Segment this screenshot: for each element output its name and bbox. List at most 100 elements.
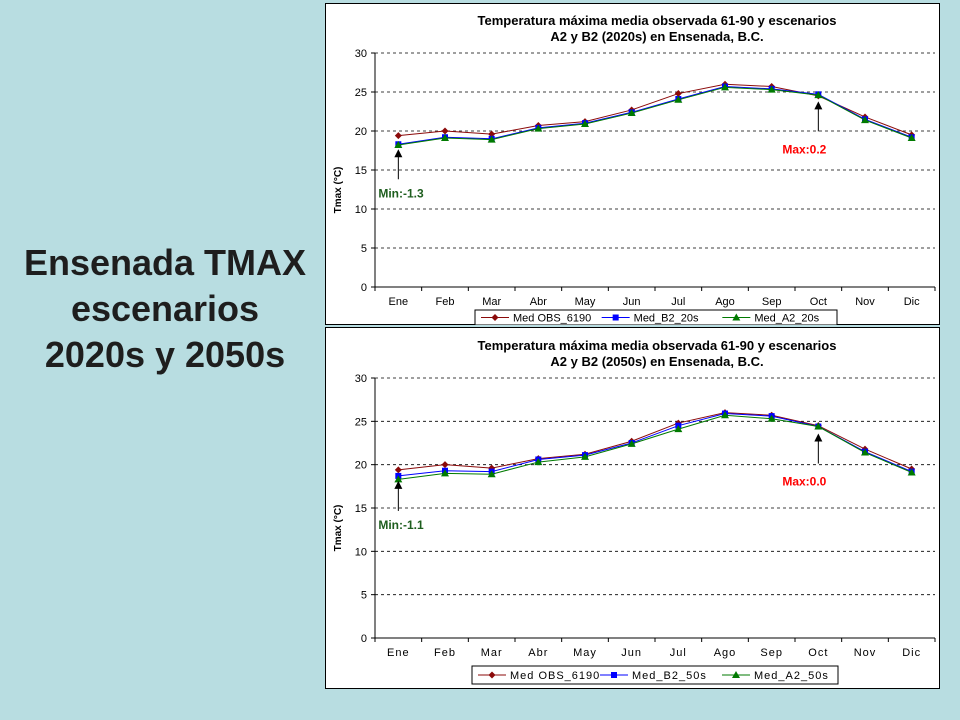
y-tick-label: 0 (361, 633, 367, 645)
data-point (487, 470, 496, 478)
y-tick-label: 5 (361, 243, 367, 255)
legend-label: Med_B2_20s (634, 313, 699, 325)
y-tick-label: 30 (355, 373, 367, 385)
legend-label: Med OBS_6190 (510, 670, 600, 682)
data-point (534, 458, 543, 466)
slide-title-line-3: 2020s y 2050s (44, 334, 286, 375)
x-tick-label: Feb (434, 647, 456, 659)
annotation-arrowhead (394, 149, 403, 158)
chart-border (325, 3, 940, 325)
data-point (441, 134, 449, 142)
x-tick-label: Oct (808, 647, 828, 659)
series-3 (394, 411, 916, 483)
x-tick-label: Dic (904, 296, 920, 308)
series-line (398, 86, 912, 145)
y-tick-label: 20 (355, 460, 367, 472)
annotation-arrowhead (814, 101, 823, 110)
y-tick-label: 25 (355, 416, 367, 428)
y-tick-label: 10 (355, 546, 367, 558)
x-tick-label: Jul (670, 647, 687, 659)
x-tick-label: Ene (389, 296, 409, 308)
x-tick-label: May (575, 296, 596, 308)
legend-swatch-marker (732, 313, 741, 321)
data-point (907, 468, 916, 476)
y-tick-label: 5 (361, 590, 367, 602)
x-tick-label: Dic (902, 647, 921, 659)
x-tick-label: Nov (854, 647, 877, 659)
y-axis-label: Tmax (°C) (333, 505, 344, 552)
data-point (581, 452, 589, 460)
x-tick-label: Ago (714, 647, 737, 659)
x-tick-label: Feb (436, 296, 455, 308)
data-point (674, 90, 682, 98)
data-point (441, 469, 449, 477)
slide-title: Ensenada TMAX escenarios 2020s y 2050s (10, 240, 320, 378)
slide-title-line-1: Ensenada TMAX (23, 242, 307, 283)
chart-2020s: Temperatura máxima media observada 61-90… (325, 3, 940, 326)
legend-swatch-marker (612, 314, 619, 321)
x-tick-label: Abr (530, 296, 547, 308)
data-point (814, 91, 823, 99)
legend-swatch-marker (611, 672, 617, 678)
legend-box (471, 665, 839, 685)
annotation-min: Min:-1.3 (378, 186, 424, 200)
legend-label: Med_A2_50s (754, 670, 829, 682)
data-point (394, 475, 403, 483)
annotation-max: Max:0.2 (782, 142, 826, 156)
data-point (534, 124, 543, 132)
y-tick-label: 30 (355, 48, 367, 60)
y-tick-label: 0 (361, 282, 367, 294)
x-tick-label: Jul (671, 296, 685, 308)
x-tick-label: May (573, 647, 597, 659)
data-point (441, 127, 449, 135)
series-3 (394, 83, 916, 149)
legend-swatch-marker (732, 671, 740, 678)
y-tick-label: 15 (355, 165, 367, 177)
x-tick-label: Mar (481, 647, 503, 659)
series-line (398, 86, 912, 146)
legend-label: Med_A2_20s (754, 313, 819, 325)
data-point (394, 132, 402, 140)
x-tick-label: Sep (760, 647, 783, 659)
y-tick-label: 15 (355, 503, 367, 515)
annotation-min: Min:-1.1 (378, 518, 424, 532)
chart-title: Temperatura máxima media observada 61-90… (478, 13, 837, 28)
legend-swatch-marker (488, 671, 496, 679)
legend: Med OBS_6190 Med_B2_20s Med_A2_20s (474, 309, 838, 326)
data-point (861, 116, 869, 124)
legend-label: Med OBS_6190 (513, 313, 591, 325)
data-point (441, 461, 449, 469)
chart-2050s: Temperatura máxima media observada 61-90… (325, 327, 940, 689)
x-tick-label: Abr (528, 647, 548, 659)
x-tick-label: Mar (482, 296, 501, 308)
data-point (814, 422, 823, 430)
y-tick-label: 10 (355, 204, 367, 216)
legend-swatch-marker (491, 314, 499, 321)
x-tick-label: Oct (810, 296, 827, 308)
data-point (487, 135, 496, 143)
data-point (861, 448, 869, 456)
series-line (398, 412, 912, 471)
data-point (581, 119, 589, 127)
y-tick-label: 20 (355, 126, 367, 138)
data-point (627, 109, 636, 117)
data-point (627, 439, 636, 447)
chart-subtitle: A2 y B2 (2050s) en Ensenada, B.C. (550, 354, 763, 369)
legend-label: Med_B2_50s (632, 670, 707, 682)
annotation-max: Max:0.0 (782, 475, 826, 489)
data-point (394, 141, 403, 149)
slide-title-line-2: escenarios (70, 288, 260, 329)
x-tick-label: Jun (621, 647, 642, 659)
data-point (721, 83, 729, 91)
annotation-arrowhead (814, 433, 823, 442)
chart-panel-2050s: Temperatura máxima media observada 61-90… (325, 327, 940, 689)
annotation-arrowhead (394, 480, 403, 489)
chart-title: Temperatura máxima media observada 61-90… (478, 338, 837, 353)
data-point (394, 466, 402, 474)
x-tick-label: Ene (387, 647, 410, 659)
data-point (767, 414, 776, 422)
legend: Med OBS_6190 Med_B2_50s Med_A2_50s (471, 665, 839, 685)
data-point (674, 425, 683, 433)
y-tick-label: 25 (355, 87, 367, 99)
data-point (721, 411, 729, 419)
